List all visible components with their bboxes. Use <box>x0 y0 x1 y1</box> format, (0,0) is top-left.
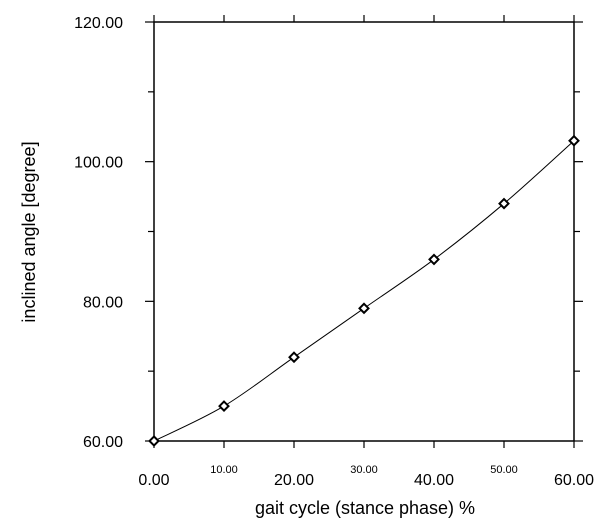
x-tick-label: 50.00 <box>490 464 518 476</box>
data-point-diamond <box>358 302 370 315</box>
x-tick-label: 30.00 <box>350 464 378 476</box>
y-tick-label: 60.00 <box>83 434 123 451</box>
x-tick-label: 20.00 <box>274 472 314 489</box>
data-point-diamond <box>148 435 160 447</box>
plot-frame <box>153 21 575 442</box>
data-point-diamond <box>498 197 510 210</box>
data-point-diamond <box>218 400 230 412</box>
x-tick-label: 60.00 <box>554 472 594 489</box>
data-point-diamond <box>428 253 440 266</box>
series-line <box>153 140 575 442</box>
x-tick-label: 10.00 <box>210 464 238 476</box>
x-tick-label: 40.00 <box>414 472 454 489</box>
y-tick-label: 120.00 <box>74 15 123 32</box>
x-tick-label: 0.00 <box>138 472 169 489</box>
data-point-diamond <box>288 351 300 364</box>
y-tick-label: 80.00 <box>83 294 123 311</box>
x-axis-title: gait cycle (stance phase) % <box>255 498 475 518</box>
y-tick-label: 100.00 <box>74 155 123 172</box>
y-axis-title: inclined angle [degree] <box>19 141 39 322</box>
data-point-diamond <box>568 134 580 147</box>
